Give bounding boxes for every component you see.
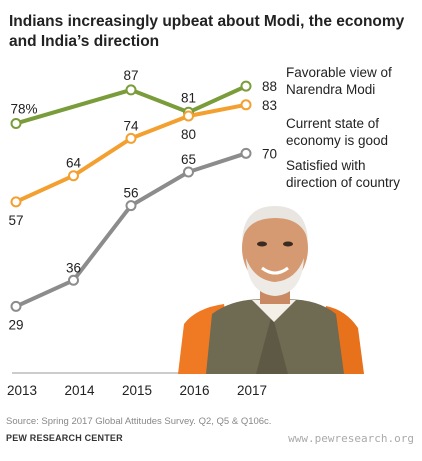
data-point-1-4 [240, 99, 252, 111]
portrait-hair [242, 206, 308, 240]
data-point-2-0 [10, 300, 22, 312]
data-label-2-2: 56 [123, 186, 138, 201]
portrait-photo [178, 206, 364, 374]
x-tick-label-0: 2013 [7, 383, 37, 398]
data-point-2-4 [240, 147, 252, 159]
data-label-1-0: 57 [8, 213, 23, 228]
data-label-1-4: 83 [262, 98, 277, 113]
legend-modi: Favorable view of Narendra Modi [286, 64, 392, 98]
data-point-2-3 [183, 166, 194, 178]
data-label-0-4: 88 [262, 79, 277, 94]
data-label-1-2: 74 [123, 118, 139, 133]
data-label-2-0: 29 [8, 317, 23, 332]
legend-modi-line1: Favorable view of [286, 65, 392, 80]
legend-direction-line1: Satisfied with [286, 158, 366, 173]
x-tick-label-4: 2017 [237, 383, 267, 398]
legend-direction: Satisfied with direction of country [286, 157, 400, 191]
legend-economy-line1: Current state of [286, 116, 380, 131]
portrait-vest-shade [256, 314, 288, 374]
data-point-0-2 [125, 84, 137, 96]
data-label-1-3: 80 [181, 127, 196, 142]
data-label-2-1: 36 [66, 260, 81, 275]
portrait-face [242, 208, 308, 288]
legend-economy: Current state of economy is good [286, 115, 388, 149]
series-line-0 [15, 84, 247, 126]
portrait-smile [261, 266, 289, 275]
data-label-1-1: 64 [66, 156, 82, 171]
data-point-1-3 [183, 110, 194, 122]
data-point-1-0 [10, 196, 22, 208]
chart-title: Indians increasingly upbeat about Modi, … [9, 13, 405, 50]
org-name: PEW RESEARCH CENTER [6, 433, 123, 443]
portrait-eye-right [283, 241, 293, 247]
legend-direction-line2: direction of country [286, 175, 401, 190]
legend-economy-line2: economy is good [286, 133, 389, 148]
x-tick-label-2: 2015 [122, 383, 152, 398]
portrait-collar [252, 300, 296, 322]
source-note: Source: Spring 2017 Global Attitudes Sur… [6, 416, 272, 427]
portrait-eye-left [257, 241, 267, 247]
data-point-1-1 [68, 170, 79, 182]
data-label-2-3: 65 [181, 152, 196, 167]
data-point-2-2 [125, 200, 137, 212]
data-point-0-0 [10, 117, 22, 129]
data-point-2-1 [68, 274, 79, 286]
data-point-0-4 [240, 80, 252, 92]
data-label-0-0: 78% [10, 101, 37, 116]
data-label-2-4: 70 [262, 146, 277, 161]
x-tick-label-3: 2016 [179, 383, 209, 398]
data-point-1-2 [125, 132, 137, 144]
legend-modi-line2: Narendra Modi [286, 82, 376, 97]
portrait-beard [246, 258, 304, 296]
x-tick-label-1: 2014 [64, 383, 95, 398]
source-url[interactable]: www.pewresearch.org [288, 432, 414, 445]
data-label-0-3: 81 [181, 90, 196, 105]
data-label-0-2: 87 [123, 68, 138, 83]
